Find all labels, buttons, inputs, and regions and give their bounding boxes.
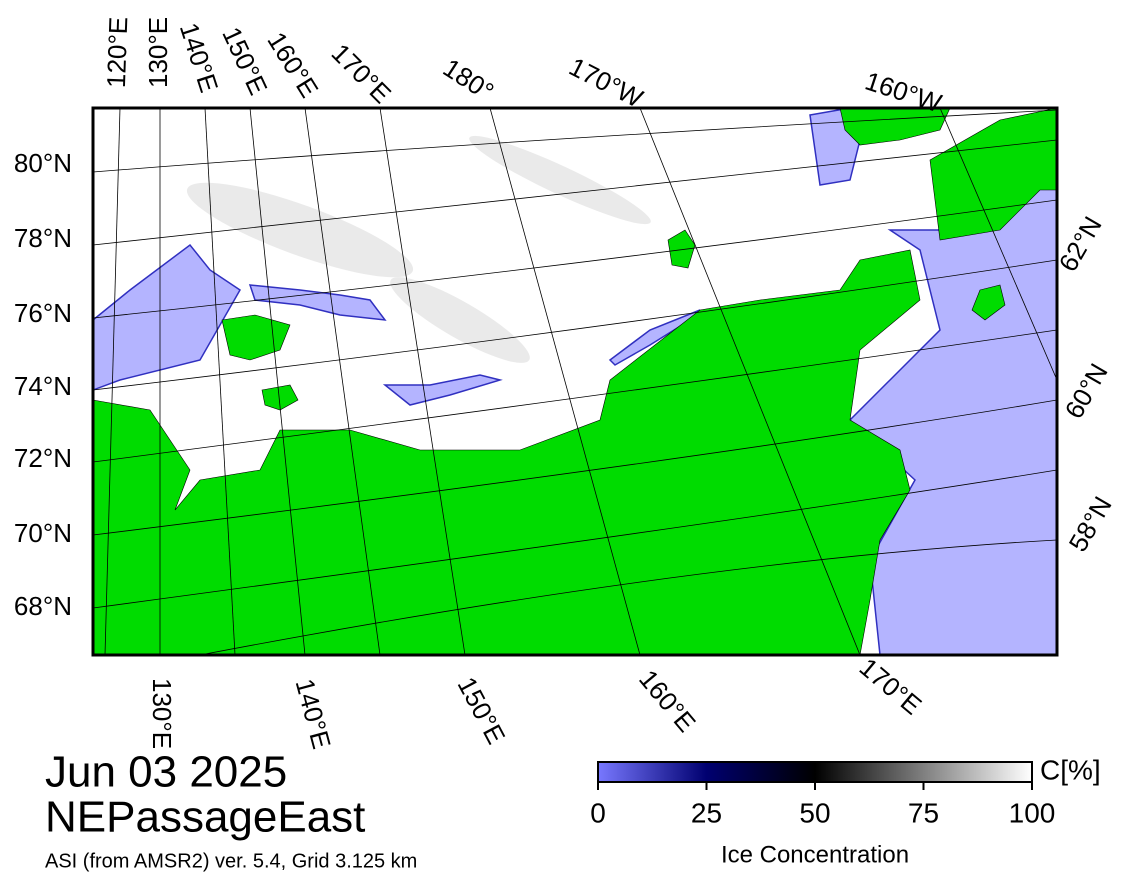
ice-texture (186, 135, 651, 363)
map-frame (91, 106, 1059, 657)
top-graticule-label: 150°E (216, 22, 273, 99)
right-graticule-label: 62°N (1053, 211, 1108, 276)
map-area (93, 108, 1057, 655)
left-graticule-label: 70°N (14, 518, 72, 548)
colorbar (597, 761, 1033, 783)
island (261, 384, 299, 411)
colorbar-title: Ice Concentration (721, 841, 909, 868)
top-graticule-label: 120°E (101, 16, 133, 88)
colorbar-tick-label: 75 (908, 797, 939, 828)
open-water (93, 243, 241, 391)
bottom-graticule-label: 170°E (854, 652, 928, 721)
open-water (248, 284, 387, 321)
left-graticule-label: 68°N (14, 591, 72, 621)
top-graticule-label: 130°E (143, 17, 173, 88)
bottom-graticule-label: 150°E (452, 672, 512, 749)
open-water (382, 374, 503, 406)
top-graticule-label: 160°E (261, 27, 324, 103)
date: Jun 03 2025 (45, 748, 287, 797)
island (221, 314, 291, 361)
colorbar-tick-label: 50 (799, 797, 830, 828)
left-graticule-label: 74°N (14, 371, 72, 401)
top-graticule-label: 170°E (326, 38, 398, 110)
top-graticule-label: 140°E (174, 19, 225, 96)
land (929, 108, 1057, 241)
bottom-graticule-label: 130°E (147, 678, 177, 749)
left-graticule-label: 76°N (14, 298, 72, 328)
top-graticule-label: 180° (438, 52, 499, 106)
bottom-graticule-label: 140°E (290, 676, 337, 752)
colorbar-tick-label: 0 (590, 797, 606, 828)
colorbar-tick-label: 100 (1009, 797, 1056, 828)
bottom-graticule-label: 160°E (633, 664, 702, 738)
left-graticule-label: 80°N (14, 148, 72, 178)
region-name: NEPassageEast (45, 793, 365, 842)
top-graticule-label: 170°W (564, 51, 648, 113)
colorbar-tick-label: 25 (691, 797, 722, 828)
colorbar-unit: C[%] (1040, 754, 1101, 785)
graticule (93, 108, 1057, 655)
right-graticule-label: 58°N (1063, 491, 1118, 556)
left-graticule-label: 78°N (14, 223, 72, 253)
island (667, 229, 696, 269)
right-graticule-label: 60°N (1059, 358, 1114, 423)
island (971, 284, 1006, 321)
land (93, 249, 921, 655)
source-note: ASI (from AMSR2) ver. 5.4, Grid 3.125 km (45, 850, 417, 872)
left-graticule-label: 72°N (14, 443, 72, 473)
